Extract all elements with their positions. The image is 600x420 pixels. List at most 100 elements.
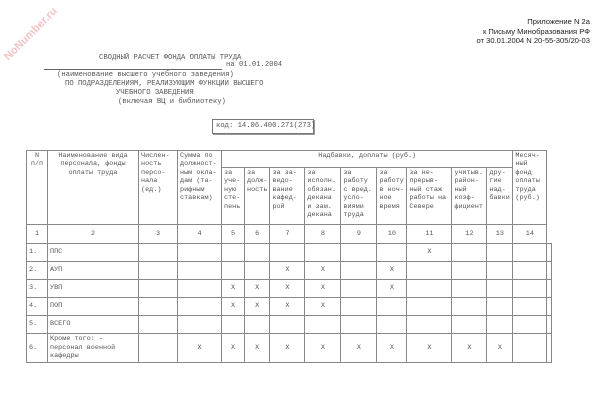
reference-line: к Письму Минобразования РФ <box>483 26 590 36</box>
subheader: за долж- ность <box>243 167 271 225</box>
subtitle-line-2: УЧЕБНОГО ЗАВЕДЕНИЯ <box>116 89 194 97</box>
document-title: СВОДНЫЙ РАСЧЕТ ФОНДА ОПЛАТЫ ТРУДА <box>99 54 242 62</box>
table-cell <box>512 279 548 298</box>
table-cell: X <box>406 333 453 363</box>
table-cell <box>546 333 553 363</box>
header-row: N п/п Наименование вида персонала, фонды… <box>26 150 552 225</box>
table-cell <box>512 243 548 262</box>
table-cell <box>138 333 178 363</box>
table-cell <box>376 315 408 334</box>
table-cell <box>138 279 178 298</box>
row-name: ПОП <box>47 297 139 316</box>
column-number-row: 1 2 3 4 5 6 7 8 9 10 11 12 13 14 <box>26 224 552 244</box>
header-allowances: Надбавки, доплаты (руб.) <box>220 150 514 168</box>
header-salary: Сумма по должност- ным окла- дам (та- ри… <box>177 150 222 225</box>
table-cell <box>177 297 222 316</box>
table-cell: X <box>376 279 408 298</box>
table-row: 1. ППС X <box>26 243 553 262</box>
table-cell <box>243 243 271 262</box>
table-cell <box>340 261 378 280</box>
subtitle-line-1: ПО ПОДРАЗДЕЛЕНИЯМ, РЕАЛИЗУЮЩИМ ФУНКЦИИ В… <box>65 80 264 88</box>
table-cell <box>486 279 514 298</box>
table-cell: X <box>269 297 306 316</box>
table-cell: X <box>304 279 342 298</box>
table-cell <box>304 243 342 262</box>
column-number: 9 <box>340 224 378 244</box>
row-number: 2. <box>26 261 48 280</box>
table-cell <box>177 243 222 262</box>
table-cell <box>406 297 453 316</box>
column-number: 6 <box>243 224 271 244</box>
code-text: код: 14.06.400.271(273) <box>216 122 316 130</box>
subheader: дру- гие над- бавки <box>486 167 514 225</box>
table-cell <box>138 243 178 262</box>
column-number: 12 <box>451 224 488 244</box>
table-cell <box>269 243 306 262</box>
table-cell <box>243 261 271 280</box>
subheader: за за- ведо- вание кафед- рой <box>269 167 306 225</box>
header-monthly: Месяч- ный фонд оплаты труда (руб.) <box>512 150 548 225</box>
subheader: за уче- ную сте- пень <box>221 167 245 225</box>
table-cell: X <box>221 297 245 316</box>
institution-caption: (наименование высшего учебного заведения… <box>57 71 234 79</box>
table-cell <box>546 243 553 262</box>
table-cell <box>451 315 488 334</box>
column-number: 1 <box>26 224 48 244</box>
table-cell <box>546 315 553 334</box>
table-cell <box>177 261 222 280</box>
table-row: 6. Кроме того: - персонал военной кафедры… <box>26 333 553 363</box>
table-cell: X <box>243 333 271 363</box>
table-cell <box>512 297 548 316</box>
table-cell <box>340 279 378 298</box>
subheader: за работу с вред. усло- виями труда <box>340 167 378 225</box>
table-cell: X <box>376 333 408 363</box>
table-cell <box>406 315 453 334</box>
row-name: Кроме того: - персонал военной кафедры <box>47 333 139 363</box>
table-cell <box>512 333 548 363</box>
row-name: АУП <box>47 261 139 280</box>
institution-name-line <box>44 69 222 70</box>
table-cell: X <box>486 333 514 363</box>
column-number: 2 <box>47 224 139 244</box>
table-cell <box>376 297 408 316</box>
column-number: 11 <box>406 224 453 244</box>
table-cell: X <box>304 333 342 363</box>
row-name: УВП <box>47 279 139 298</box>
table-cell: X <box>177 333 222 363</box>
row-name: ППС <box>47 243 139 262</box>
table-cell <box>221 243 245 262</box>
table-cell: X <box>243 279 271 298</box>
table-cell <box>486 243 514 262</box>
table-cell <box>138 315 178 334</box>
reference-line: Приложение N 2а <box>527 17 590 26</box>
table-cell <box>269 315 306 334</box>
table-cell <box>340 315 378 334</box>
header-num: N п/п <box>26 150 48 225</box>
table-cell <box>486 261 514 280</box>
watermark: NoNumber.ru <box>1 5 60 63</box>
column-number: 8 <box>304 224 342 244</box>
table-cell <box>243 315 271 334</box>
column-number: 4 <box>177 224 222 244</box>
subheader-row: за уче- ную сте- пень за долж- ность за … <box>27 167 552 225</box>
column-number: 5 <box>221 224 245 244</box>
table-cell <box>451 261 488 280</box>
table-cell: X <box>304 297 342 316</box>
table-cell <box>340 297 378 316</box>
subheader: учитыв. район- ный коэф- фициент <box>451 167 488 225</box>
table-cell <box>546 297 553 316</box>
table-row: 4. ПОП X X X X <box>26 297 553 316</box>
table-cell <box>406 261 453 280</box>
table-cell <box>304 315 342 334</box>
table-cell: X <box>451 333 488 363</box>
column-number: 10 <box>376 224 408 244</box>
subheader: за работу в ноч- ное время <box>376 167 408 225</box>
reference-block: Приложение N 2а к Письму Минобразования … <box>476 17 590 46</box>
table-cell <box>512 261 548 280</box>
date-label: на 01.01.2004 <box>226 61 283 69</box>
column-number: 3 <box>138 224 178 244</box>
table-cell <box>376 243 408 262</box>
table-row: 5. ВСЕГО <box>26 315 553 334</box>
table-cell <box>138 297 178 316</box>
reference-line: от 30.01.2004 N 20-55-305/20-03 <box>476 36 590 45</box>
